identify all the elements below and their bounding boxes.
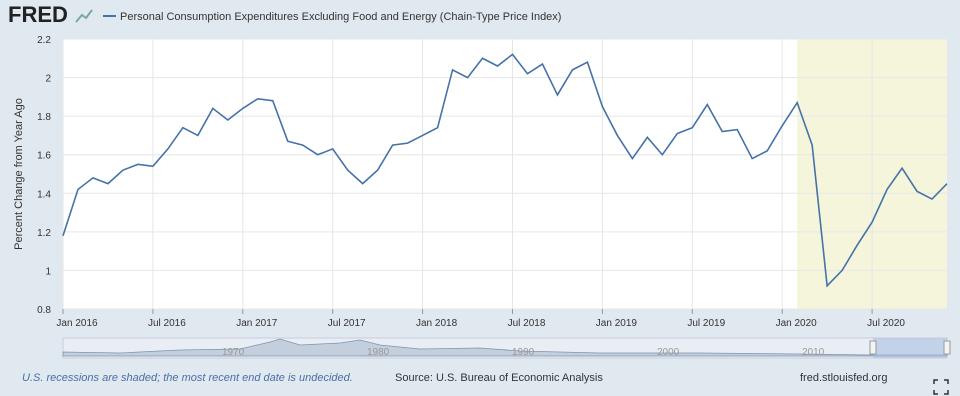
navigator-window[interactable] xyxy=(873,338,947,358)
y-tick-label: 2 xyxy=(45,74,51,85)
site: fred.stlouisfed.org xyxy=(800,372,887,384)
y-tick-label: 1.2 xyxy=(37,228,51,239)
fullscreen-button[interactable] xyxy=(933,379,949,395)
source: Source: U.S. Bureau of Economic Analysis xyxy=(395,372,603,384)
navigator-series xyxy=(62,338,948,357)
x-tick-label: Jan 2020 xyxy=(776,318,818,329)
y-tick-label: 0.8 xyxy=(37,305,51,316)
x-tick-label: Jan 2016 xyxy=(56,318,98,329)
x-tick-label: Jan 2018 xyxy=(416,318,458,329)
x-tick-label: Jul 2017 xyxy=(328,318,366,329)
y-axis-label: Percent Change from Year Ago xyxy=(13,98,25,250)
footnote: U.S. recessions are shaded; the most rec… xyxy=(22,372,353,384)
x-tick-label: Jul 2016 xyxy=(148,318,186,329)
legend-label: Personal Consumption Expenditures Exclud… xyxy=(120,11,561,23)
x-tick-label: Jul 2020 xyxy=(867,318,905,329)
navigator-label: 2000 xyxy=(657,347,680,358)
x-tick-label: Jul 2019 xyxy=(687,318,725,329)
y-tick-label: 1.6 xyxy=(37,151,51,162)
x-tick-label: Jul 2018 xyxy=(508,318,546,329)
navigator-handle[interactable] xyxy=(943,340,951,355)
y-tick-label: 1 xyxy=(45,266,51,277)
navigator-label: 1980 xyxy=(367,347,390,358)
navigator-handle[interactable] xyxy=(869,340,877,355)
series-line xyxy=(62,53,948,288)
navigator-label: 2010 xyxy=(802,347,825,358)
y-tick-label: 1.8 xyxy=(37,112,51,123)
x-tick-label: Jan 2019 xyxy=(596,318,638,329)
x-tick-label: Jan 2017 xyxy=(236,318,278,329)
navigator-label: 1990 xyxy=(512,347,535,358)
y-tick-label: 1.4 xyxy=(37,189,51,200)
navigator-label: 1970 xyxy=(222,347,245,358)
y-tick-label: 2.2 xyxy=(37,35,51,46)
logo: FRED xyxy=(8,2,68,27)
logo-icon xyxy=(75,9,93,23)
